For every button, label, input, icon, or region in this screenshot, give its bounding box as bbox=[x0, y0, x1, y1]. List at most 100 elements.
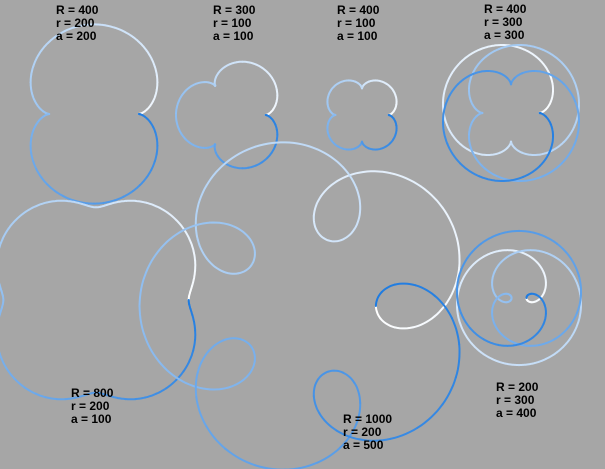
curve-4-segment bbox=[457, 141, 474, 153]
curve-2-segment bbox=[266, 151, 273, 159]
curve-2-segment bbox=[275, 133, 279, 142]
curve-6-segment bbox=[160, 227, 187, 249]
curve-5-R-label: R = 800 bbox=[71, 386, 114, 400]
curve-6-segment bbox=[327, 239, 343, 243]
curve-4-segment bbox=[544, 115, 552, 126]
curve-2-params: R = 300 r = 100 a = 100 bbox=[213, 4, 255, 43]
curve-7-segment bbox=[493, 322, 502, 335]
curve-5-segment bbox=[1, 359, 9, 372]
curve-4-r-label: r = 300 bbox=[484, 15, 523, 29]
curve-6-segment bbox=[341, 166, 358, 189]
curve-7-segment bbox=[569, 318, 580, 340]
curve-2-segment bbox=[247, 164, 257, 169]
curve-1-segment bbox=[155, 138, 159, 147]
curve-6-segment bbox=[239, 338, 253, 348]
curve-5-a-label: a = 100 bbox=[71, 412, 112, 426]
curve-4-segment bbox=[522, 48, 541, 62]
curve-4-segment bbox=[549, 123, 554, 138]
curve-7-segment bbox=[497, 360, 520, 367]
curve-4-segment bbox=[549, 74, 554, 91]
curve-6-segment bbox=[222, 337, 242, 342]
curve-1-segment bbox=[122, 190, 134, 198]
curve-6-segment bbox=[206, 257, 225, 273]
curve-6-segment bbox=[374, 291, 383, 307]
curve-1-segment bbox=[54, 30, 66, 38]
curve-4-segment bbox=[510, 142, 516, 149]
curve-5-segment bbox=[110, 201, 119, 205]
curve-2-segment bbox=[175, 120, 180, 130]
curve-7-segment bbox=[539, 297, 546, 307]
curve-1-segment bbox=[40, 176, 49, 186]
curve-1-segment bbox=[150, 58, 156, 68]
curve-6-segment bbox=[420, 185, 444, 209]
curve-5-segment bbox=[187, 299, 191, 306]
curve-2-segment bbox=[266, 71, 273, 79]
curve-6-segment bbox=[389, 172, 422, 188]
curve-4-segment bbox=[544, 101, 552, 111]
curve-6-segment bbox=[145, 246, 163, 274]
curve-1-segment bbox=[29, 73, 33, 84]
curve-7-segment bbox=[493, 261, 502, 273]
curve-7-segment bbox=[518, 229, 541, 236]
curve-5-r-label: r = 200 bbox=[71, 399, 110, 413]
curve-4-segment bbox=[442, 120, 449, 145]
curve-1-R-label: R = 400 bbox=[56, 3, 99, 17]
curve-4-segment bbox=[498, 44, 521, 50]
curve-7-segment bbox=[537, 351, 558, 363]
curve-7-segment bbox=[538, 338, 556, 347]
curve-6-segment bbox=[288, 141, 319, 151]
curve-1 bbox=[29, 23, 159, 205]
curve-1-r-label: r = 200 bbox=[56, 16, 95, 30]
curve-2-segment bbox=[175, 106, 178, 116]
curve-1-segment bbox=[29, 137, 33, 147]
curve-1-segment bbox=[35, 49, 43, 59]
curve-7-segment bbox=[536, 261, 545, 274]
curve-6-segment bbox=[433, 294, 453, 320]
curve-2-R-label: R = 300 bbox=[213, 3, 256, 17]
curve-4-segment bbox=[442, 80, 449, 106]
curve-1-segment bbox=[72, 199, 84, 204]
curve-7-segment bbox=[456, 299, 461, 321]
curve-6-segment bbox=[237, 264, 253, 275]
curve-6-segment bbox=[224, 447, 257, 467]
curve-6-segment bbox=[250, 251, 256, 267]
curve-5-segment bbox=[191, 277, 195, 287]
curve-6-segment bbox=[143, 334, 163, 366]
curve-2-segment bbox=[234, 166, 244, 170]
curve-6-segment bbox=[414, 284, 436, 297]
curve-6-segment bbox=[222, 270, 240, 275]
curve-4-segment bbox=[481, 48, 500, 62]
curve-4-segment bbox=[475, 112, 482, 118]
curve-6-segment bbox=[138, 271, 148, 307]
curve-5-segment bbox=[189, 307, 194, 316]
curve-1-segment bbox=[83, 23, 95, 27]
curve-4-segment bbox=[540, 162, 563, 178]
curve-7-segment bbox=[577, 300, 582, 321]
curve-7-segment bbox=[518, 360, 540, 367]
curve-4-segment bbox=[562, 124, 576, 143]
curve-1-segment bbox=[153, 65, 158, 77]
curve-7-segment bbox=[539, 290, 546, 299]
curve-1-segment bbox=[29, 144, 33, 154]
curve-7 bbox=[456, 229, 582, 367]
curve-6-segment bbox=[232, 225, 250, 239]
curve-1-segment bbox=[131, 184, 141, 193]
curve-5-segment bbox=[44, 396, 58, 401]
curve-1-segment bbox=[113, 195, 125, 202]
curve-5-segment bbox=[134, 199, 148, 204]
curve-4-segment bbox=[457, 72, 475, 85]
curve-6-a-label: a = 500 bbox=[343, 438, 384, 452]
curve-1-segment bbox=[30, 88, 34, 97]
curve-7-segment bbox=[542, 312, 547, 325]
curve-2-segment bbox=[254, 63, 264, 69]
curve-6-segment bbox=[454, 343, 461, 379]
curve-2-segment bbox=[180, 133, 187, 141]
curve-3-a-label: a = 100 bbox=[337, 29, 378, 43]
curve-4-segment bbox=[471, 59, 483, 76]
curve-3-R-label: R = 400 bbox=[337, 3, 380, 17]
curve-5-segment bbox=[0, 284, 3, 293]
curve-4-segment bbox=[499, 72, 509, 80]
curve-4-segment bbox=[540, 108, 547, 114]
curve-6-segment bbox=[355, 401, 362, 426]
curve-1-segment bbox=[145, 169, 153, 179]
